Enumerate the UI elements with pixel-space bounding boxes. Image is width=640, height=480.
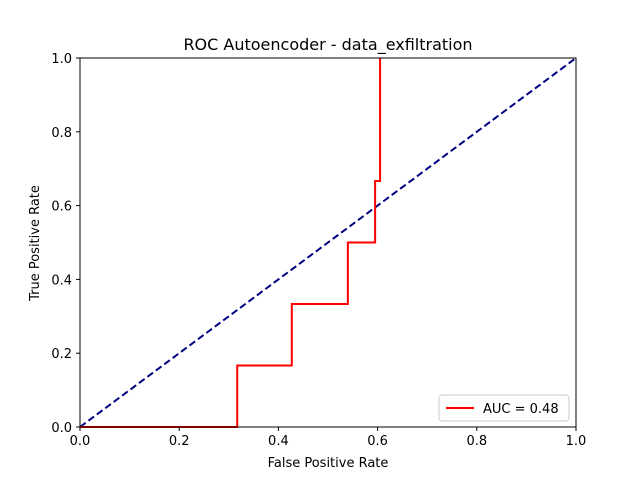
axes-frame — [79, 57, 577, 428]
legend-label: AUC = 0.48 — [483, 402, 559, 417]
x-tick-label: 0.6 — [367, 434, 388, 449]
y-axis-label: True Positive Rate — [28, 185, 43, 302]
legend-box — [438, 394, 570, 422]
x-axis-label: False Positive Rate — [268, 456, 389, 471]
legend: AUC = 0.48 — [438, 394, 570, 422]
x-tick-label: 0.8 — [466, 434, 487, 449]
chance-diagonal-line — [79, 57, 577, 428]
y-tick-label: 0.6 — [51, 200, 72, 215]
x-tick-label: 0.4 — [268, 434, 289, 449]
y-tick-label: 0.8 — [51, 126, 72, 141]
y-tick-label: 0.4 — [51, 273, 72, 288]
chart-title: ROC Autoencoder - data_exfiltration — [183, 35, 472, 55]
x-tick-label: 0.2 — [169, 434, 190, 449]
x-tick-label: 0.0 — [70, 434, 91, 449]
y-tick-label: 1.0 — [51, 52, 72, 67]
axis-ticks: 0.0 0.2 0.4 0.6 0.8 1.0 0.0 0.2 0.4 0.6 0.8 1.0 — [51, 52, 586, 449]
y-tick-label: 0.2 — [51, 347, 72, 362]
x-tick-label: 1.0 — [566, 434, 587, 449]
roc-curve-line — [80, 58, 382, 428]
plot-area — [79, 57, 577, 428]
y-tick-label: 0.0 — [51, 421, 72, 436]
